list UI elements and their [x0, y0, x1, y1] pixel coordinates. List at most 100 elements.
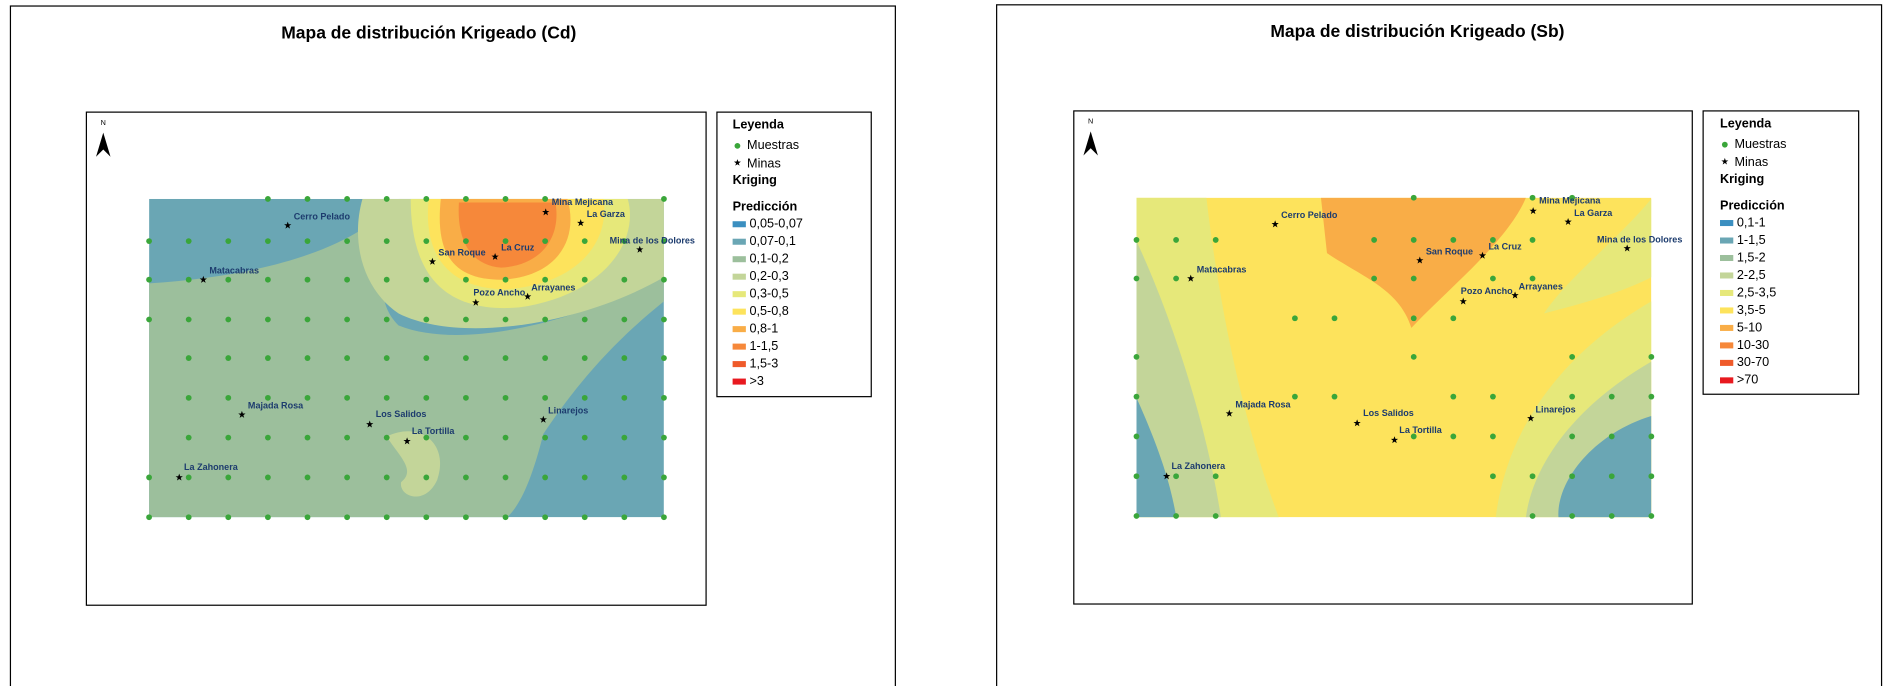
legend-swatch [732, 361, 746, 368]
sample-point [581, 474, 588, 481]
mine-symbol [1529, 207, 1537, 215]
sample-point [265, 238, 271, 245]
legend-label: 0,1-0,2 [749, 252, 788, 266]
panel-frame [9, 5, 896, 686]
sample-point [661, 238, 667, 245]
sample-point [304, 276, 311, 283]
legend-swatch [1720, 220, 1734, 227]
mine-symbol [1478, 251, 1487, 259]
place-label: La Tortilla [412, 426, 455, 436]
sample-point [344, 355, 350, 361]
legend-swatch [732, 273, 746, 280]
sample-point [185, 474, 192, 481]
sample-point [542, 514, 549, 521]
sample-point [265, 276, 271, 283]
place-label: Arrayanes [1519, 281, 1563, 291]
sample-point [463, 514, 469, 521]
place-label: Mina Mejicana [552, 197, 614, 207]
sample-point [502, 514, 509, 521]
legend-swatch [1720, 307, 1734, 314]
sample-point [1212, 237, 1219, 243]
mine-symbol [1187, 274, 1195, 282]
legend-swatch [732, 343, 746, 350]
sample-point [502, 474, 509, 481]
place-label: Linarejos [548, 406, 588, 416]
sample-point [344, 316, 350, 323]
mine-symbol [636, 245, 644, 253]
raster [149, 198, 664, 518]
legend-swatch [1720, 377, 1734, 384]
mine-symbol [175, 473, 183, 481]
sample-point [1133, 275, 1140, 282]
legend-sample-symbol [734, 142, 741, 149]
sample-point [225, 434, 232, 441]
legend-swatch [1720, 289, 1734, 296]
sample-point [423, 474, 430, 481]
map-frame [85, 111, 707, 606]
place-label: La Zahonera [184, 462, 239, 472]
sample-point [304, 394, 311, 401]
sample-point [383, 434, 390, 441]
sample-point [661, 196, 667, 202]
legend-subtitle: Kriging [733, 173, 777, 187]
sample-point [1173, 473, 1179, 480]
sample-point [1608, 473, 1615, 480]
sample-point [502, 355, 509, 361]
sample-point [1410, 237, 1417, 243]
sample-point [542, 394, 549, 401]
mine-symbol [542, 208, 550, 216]
place-label: San Roque [1426, 246, 1473, 256]
mine-symbol [1721, 157, 1729, 165]
legend-label: 30-70 [1737, 355, 1769, 369]
mine-symbol [1511, 291, 1519, 299]
sample-point [1569, 353, 1576, 360]
sample-point [1529, 237, 1536, 243]
sample-point [1490, 275, 1496, 282]
mine-symbol [1416, 256, 1424, 264]
sample-point [1648, 353, 1655, 360]
sample-point [1450, 433, 1457, 440]
sample-point [185, 514, 192, 521]
sample-point [344, 514, 350, 521]
legend-label: 5-10 [1737, 320, 1762, 334]
sample-point [1410, 315, 1417, 322]
legend-label: 1-1,5 [1737, 233, 1766, 247]
sample-point [185, 238, 192, 245]
sample-point [1331, 315, 1338, 322]
legend-label: 0,1-1 [1737, 215, 1766, 229]
prediction-zone [149, 198, 664, 518]
mine-symbol [1271, 220, 1279, 228]
mine-symbol [733, 159, 741, 166]
legend-swatch [732, 221, 746, 228]
sample-point [423, 434, 430, 441]
legend-swatch [1720, 359, 1734, 366]
legend-swatch [732, 238, 746, 245]
mine-symbol [1527, 414, 1535, 422]
sample-point [383, 514, 390, 521]
legend-label: Muestras [747, 138, 799, 152]
place-label: Los Salidos [376, 409, 427, 419]
sample-point [1133, 473, 1140, 480]
sample-point [265, 474, 271, 481]
mine-symbol [577, 219, 585, 227]
legend-title: Leyenda [733, 118, 785, 132]
sample-point [463, 316, 469, 323]
sample-point [225, 276, 232, 283]
sample-point [1648, 473, 1655, 480]
sample-point [383, 196, 390, 202]
sample-point [344, 276, 350, 283]
map-frame [1073, 110, 1693, 605]
sample-point [1331, 393, 1338, 400]
sample-point [344, 196, 350, 202]
sample-point [1569, 194, 1576, 201]
mine-symbol [284, 221, 292, 229]
prediction-zone [1136, 397, 1177, 518]
sample-point [383, 474, 390, 481]
sample-point [542, 276, 549, 283]
sample-point [661, 514, 667, 521]
sample-point [1410, 353, 1417, 360]
sample-point [1450, 393, 1457, 400]
sample-point [265, 394, 271, 401]
sample-point [1608, 513, 1615, 519]
sample-point [423, 514, 430, 521]
